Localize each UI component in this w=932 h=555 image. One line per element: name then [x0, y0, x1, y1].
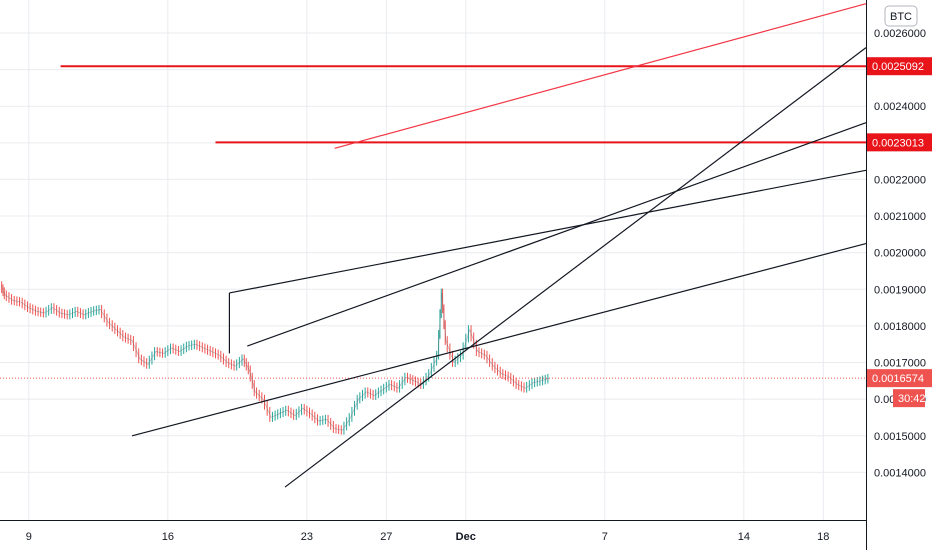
countdown-tag: [893, 389, 925, 408]
y-tick-label: 0.0015000: [874, 431, 926, 443]
y-tick-label: 0.0017000: [874, 358, 926, 370]
trend-line[interactable]: [334, 3, 867, 149]
currency-label: BTC: [890, 11, 912, 23]
y-tick-label: 0.0014000: [874, 467, 926, 479]
trend-lines[interactable]: [131, 3, 867, 488]
x-tick-label: 7: [602, 531, 608, 543]
y-tick-label: 0.0021000: [874, 211, 926, 223]
level-price-tag: [867, 133, 932, 152]
x-tick-label: Dec: [456, 531, 476, 543]
y-tick-label: 0.0026000: [874, 28, 926, 40]
currency-badge[interactable]: BTC: [884, 5, 918, 27]
price-labels: 0.0025092 0.0023013 0.0016574 30:42: [867, 57, 932, 408]
trend-line[interactable]: [247, 122, 867, 347]
x-tick-label: 16: [162, 531, 174, 543]
level-price-tag: [867, 57, 932, 76]
y-tick-label: 0.0020000: [874, 248, 926, 260]
y-tick-label: 0.0019000: [874, 284, 926, 296]
level-price-label: 0.0023013: [872, 137, 924, 149]
y-tick-label: 0.0024000: [874, 101, 926, 113]
current-price-tag: [867, 369, 932, 388]
horizontal-levels[interactable]: [60, 65, 866, 144]
x-tick-label: 14: [738, 531, 750, 543]
x-tick-label: 23: [301, 531, 313, 543]
price-series: [0, 281, 866, 435]
x-tick-label: 9: [26, 531, 32, 543]
y-tick-label: 0.0022000: [874, 174, 926, 186]
x-tick-label: 18: [817, 531, 829, 543]
level-price-label: 0.0025092: [872, 61, 924, 73]
y-tick-label: 0.0018000: [874, 321, 926, 333]
price-line: [0, 285, 550, 431]
countdown-label: 30:42: [898, 393, 926, 405]
x-tick-label: 27: [380, 531, 392, 543]
current-price-label: 0.0016574: [872, 373, 924, 385]
trend-line[interactable]: [131, 242, 867, 437]
trend-line[interactable]: [229, 169, 867, 294]
trend-line[interactable]: [284, 47, 867, 488]
